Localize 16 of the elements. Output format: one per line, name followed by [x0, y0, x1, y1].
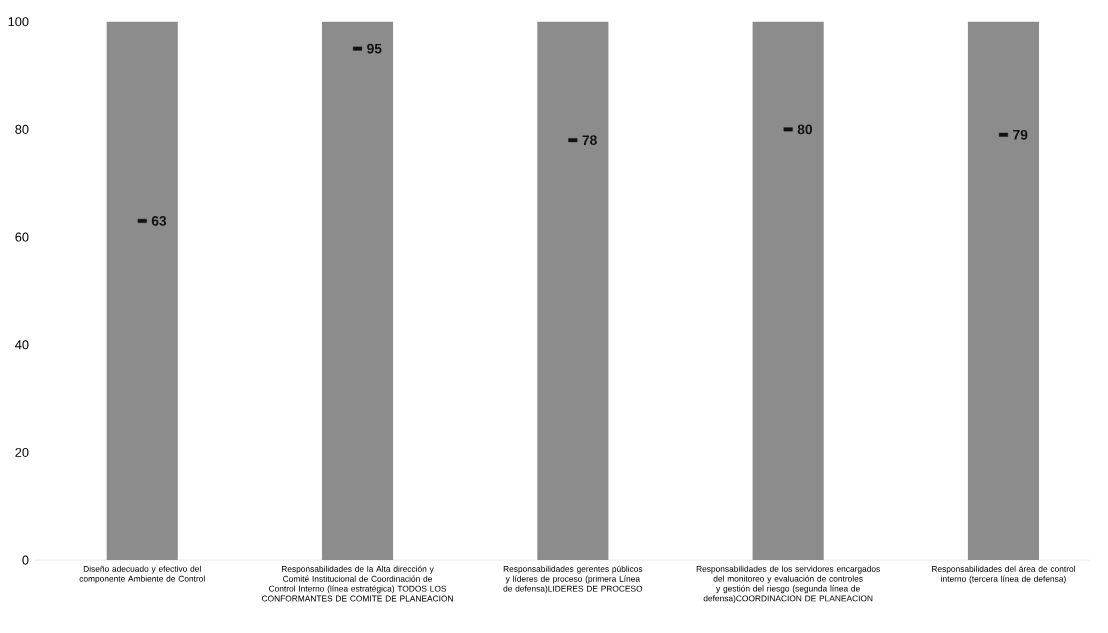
y-tick-label: 100: [8, 17, 29, 27]
x-tick-label: Diseño adecuado y efectivo del componente Ambiente de Control: [79, 565, 205, 584]
data-label: 79: [1013, 129, 1028, 140]
x-tick-label: Responsabilidades gerentes públicos y líderes de proceso (primera Línea de defensa)LIDERES DE PROCESO: [503, 565, 643, 594]
data-label: 95: [367, 43, 382, 54]
data-label: 78: [582, 135, 597, 145]
y-tick-label: 60: [15, 232, 29, 242]
x-tick-label: Responsabilidades de los servidores encargados del monitoreo y evaluación de controles y gestión del riesgo (segunda línea de defensa)COORDINACION DE PLANEACION: [696, 565, 880, 603]
data-label: 80: [797, 124, 813, 135]
y-tick-label: 20: [15, 447, 29, 457]
x-tick-label: Responsabilidades del área de control interno (tercera línea de defensa): [932, 565, 1075, 584]
y-tick-label: 40: [15, 340, 29, 350]
data-label: 63: [151, 215, 167, 226]
y-tick-label: 0: [22, 555, 29, 565]
x-tick-label: Responsabilidades de la Alta dirección y Comité Institucional de Coordinación de Control Interno (línea estratégica) TODOS LOS CONFORMANTES DE COMITE DE PLANEACION: [261, 565, 453, 602]
y-tick-label: 80: [15, 124, 29, 134]
